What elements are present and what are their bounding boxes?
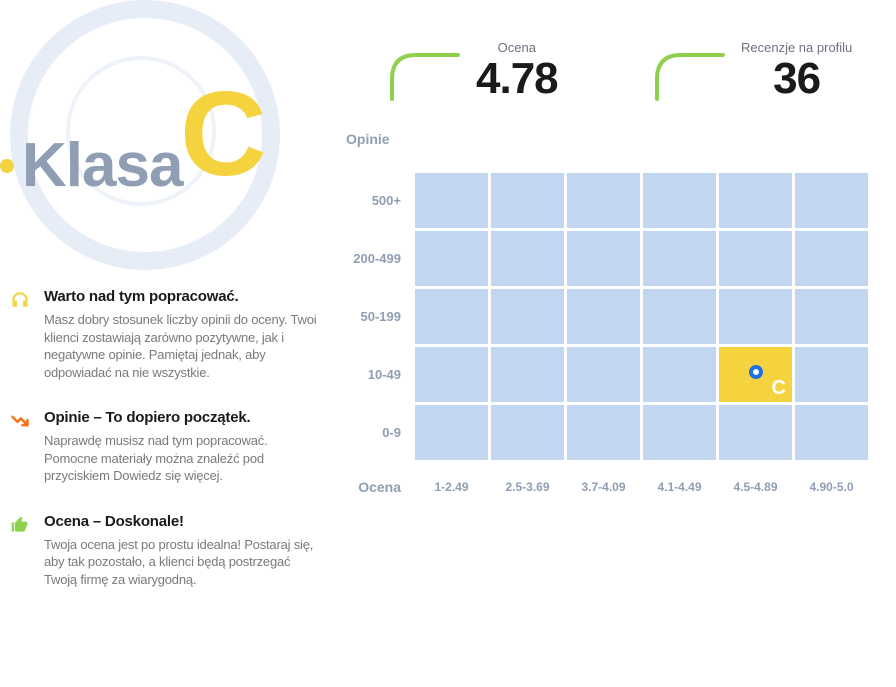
matrix-cell	[795, 289, 868, 344]
dot-icon	[0, 159, 14, 173]
stat-reviews-label: Recenzje na profilu	[741, 40, 852, 55]
stats-row: Ocena 4.78 Recenzje na profilu 36	[330, 40, 890, 101]
tip-item: Ocena – Doskonale! Twoja ocena jest po pr…	[10, 513, 320, 589]
matrix-cell	[567, 173, 640, 228]
matrix-highlight-letter: C	[772, 377, 786, 400]
grade-label-row: Klasa	[0, 130, 182, 201]
matrix-cell	[643, 405, 716, 460]
matrix-cell	[719, 289, 792, 344]
tip-text: Twoja ocena jest po prostu idealna! Post…	[44, 536, 320, 589]
matrix-cell	[719, 173, 792, 228]
matrix-grid: 500+ 200-499 50-199 10-49 C 0-9 Ocena1-2.492.5…	[330, 171, 868, 495]
matrix-x-label: 4.1-4.49	[643, 480, 716, 494]
tip-title: Opinie – To dopiero początek.	[44, 409, 320, 426]
matrix-x-row: Ocena1-2.492.5-3.693.7-4.094.1-4.494.5-4…	[330, 479, 868, 495]
matrix-cell	[415, 405, 488, 460]
matrix-cell: C	[719, 347, 792, 402]
matrix-y-label: 0-9	[330, 425, 415, 440]
hero: Klasa C	[0, 0, 330, 270]
matrix-row: 200-499	[330, 229, 868, 287]
matrix-cell	[567, 289, 640, 344]
tip-text: Naprawdę musisz nad tym popracować. Pomo…	[44, 432, 320, 485]
matrix-cell	[415, 289, 488, 344]
stat-rating-label: Ocena	[498, 40, 536, 55]
matrix-cell	[491, 289, 564, 344]
stat-reviews-value: 36	[773, 57, 820, 101]
matrix-cell	[567, 231, 640, 286]
stat-rating-value: 4.78	[476, 57, 558, 101]
grade-letter: C	[180, 65, 267, 203]
stat-rating: Ocena 4.78	[390, 40, 625, 101]
matrix-cell	[643, 347, 716, 402]
matrix-x-title: Ocena	[330, 479, 415, 495]
matrix-row: 500+	[330, 171, 868, 229]
matrix-cell	[491, 231, 564, 286]
tip-title: Warto nad tym popracować.	[44, 288, 320, 305]
trend-down-icon	[10, 411, 30, 431]
matrix-cell	[795, 405, 868, 460]
matrix-cell	[567, 347, 640, 402]
matrix-cell	[491, 347, 564, 402]
marker-icon	[749, 365, 763, 379]
matrix-x-label: 2.5-3.69	[491, 480, 564, 494]
matrix-cell	[719, 231, 792, 286]
tip-text: Masz dobry stosunek liczby opinii do oce…	[44, 311, 320, 381]
matrix-cell	[795, 173, 868, 228]
matrix-row: 50-199	[330, 287, 868, 345]
matrix-cell	[643, 173, 716, 228]
matrix-cell	[491, 405, 564, 460]
matrix-cell	[795, 231, 868, 286]
tip-title: Ocena – Doskonale!	[44, 513, 320, 530]
matrix-cell	[719, 405, 792, 460]
grade-label: Klasa	[22, 130, 182, 201]
matrix-cell	[415, 347, 488, 402]
tips-list: Warto nad tym popracować. Masz dobry stos…	[10, 288, 320, 616]
matrix-y-label: 500+	[330, 193, 415, 208]
matrix-cell	[491, 173, 564, 228]
matrix-y-label: 10-49	[330, 367, 415, 382]
matrix-x-label: 3.7-4.09	[567, 480, 640, 494]
tip-item: Opinie – To dopiero początek. Naprawdę mu…	[10, 409, 320, 485]
curve-icon	[655, 41, 725, 101]
matrix-row: 0-9	[330, 403, 868, 461]
matrix-x-label: 1-2.49	[415, 480, 488, 494]
matrix-y-label: 50-199	[330, 309, 415, 324]
thumb-up-icon	[10, 515, 30, 535]
matrix-cell	[415, 231, 488, 286]
headset-icon	[10, 290, 30, 310]
matrix-row: 10-49 C	[330, 345, 868, 403]
matrix-y-label: 200-499	[330, 251, 415, 266]
matrix-x-label: 4.5-4.89	[719, 480, 792, 494]
matrix-cell	[643, 289, 716, 344]
matrix-y-title: Opinie	[346, 131, 390, 147]
matrix-x-label: 4.90-5.0	[795, 480, 868, 494]
matrix-cell	[795, 347, 868, 402]
matrix-cell	[415, 173, 488, 228]
tip-item: Warto nad tym popracować. Masz dobry stos…	[10, 288, 320, 381]
curve-icon	[390, 41, 460, 101]
stat-reviews: Recenzje na profilu 36	[655, 40, 890, 101]
matrix-cell	[567, 405, 640, 460]
matrix-cell	[643, 231, 716, 286]
